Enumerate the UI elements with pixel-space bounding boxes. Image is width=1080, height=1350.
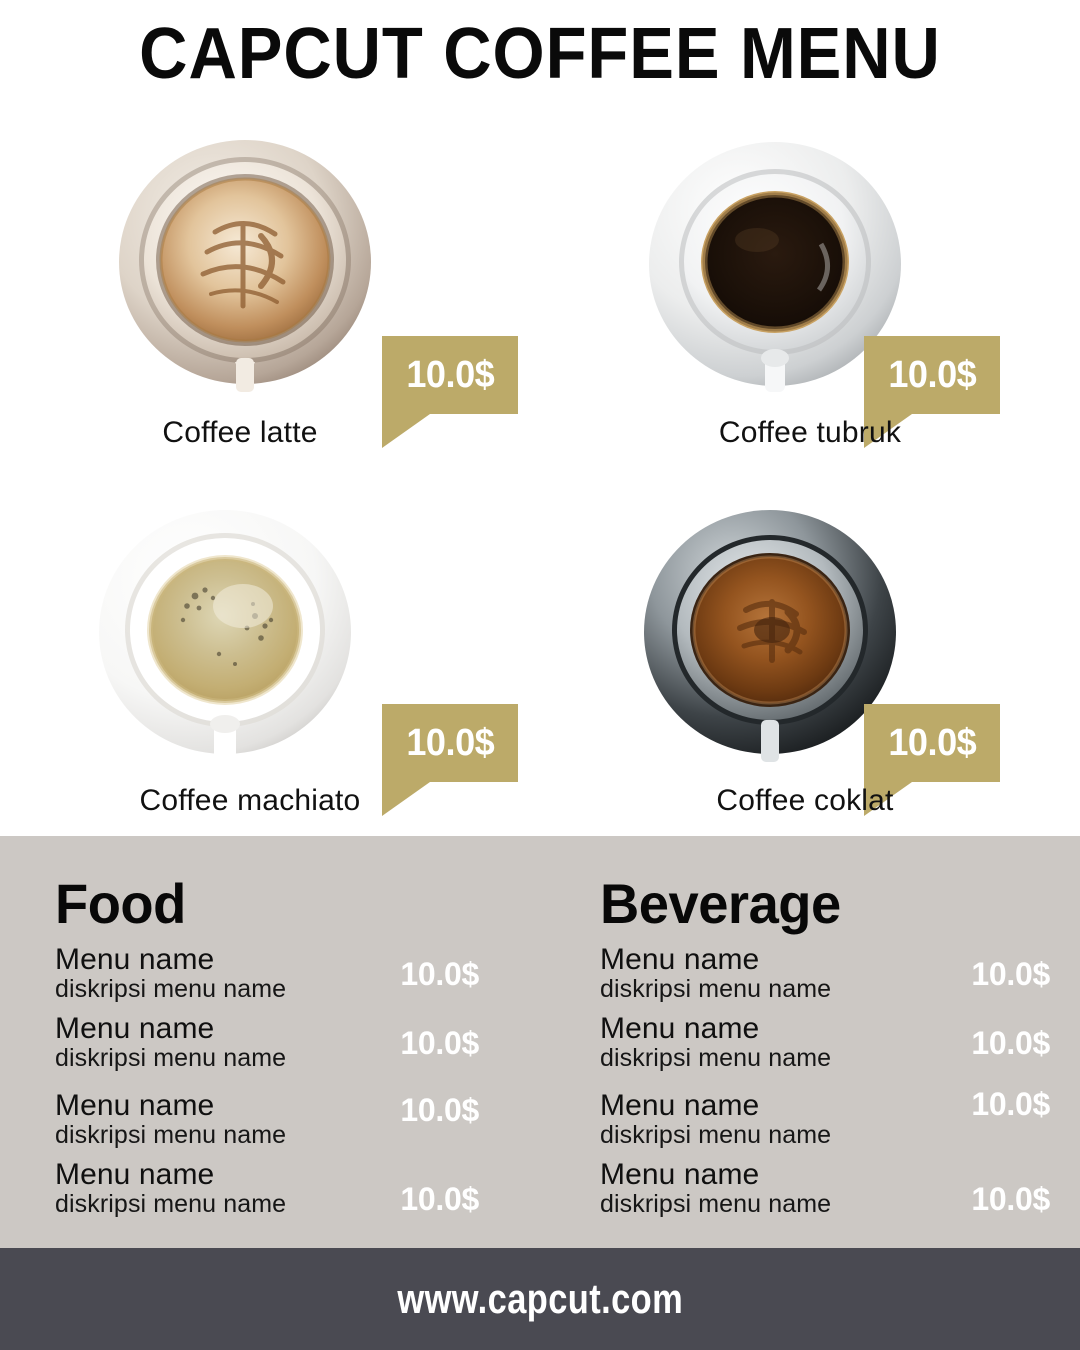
price-value: 10.0$ (888, 721, 976, 764)
coffee-card[interactable]: 10.0$ Coffee tubruk (540, 128, 1080, 478)
price-badge: 10.0$ (864, 704, 1000, 816)
menu-row-name: Menu name (55, 943, 215, 976)
menu-row-name: Menu name (600, 1089, 760, 1122)
coffee-item-label: Coffee latte (162, 416, 318, 449)
price-badge: 10.0$ (864, 336, 1000, 448)
menu-row-name: Menu name (600, 1158, 760, 1191)
section-title: Food (55, 872, 186, 935)
menu-row[interactable]: Menu name diskripsi menu name 10.0$ (600, 1086, 1060, 1159)
menu-row-description: diskripsi menu name (600, 1121, 832, 1150)
menu-row[interactable]: Menu name diskripsi menu name 10.0$ (600, 1012, 1060, 1082)
menu-row-name: Menu name (55, 1158, 215, 1191)
menu-row[interactable]: Menu name diskripsi menu name 10.0$ (55, 1012, 515, 1082)
cup-latte-top-view-icon (115, 136, 375, 398)
coffee-card[interactable]: 10.0$ Coffee machiato (0, 486, 540, 836)
menu-row[interactable]: Menu name diskripsi menu name 10.0$ (600, 943, 1060, 1013)
cup-chocolate-coffee-top-view-icon (640, 504, 900, 766)
price-value: 10.0$ (406, 721, 494, 764)
cup-black-coffee-top-view-icon (645, 136, 905, 398)
menu-row-price: 10.0$ (971, 1025, 1050, 1061)
menu-row-price: 10.0$ (971, 956, 1050, 992)
price-badge: 10.0$ (382, 704, 518, 816)
menu-row[interactable]: Menu name diskripsi menu name 10.0$ (55, 943, 515, 1013)
website-url[interactable]: www.capcut.com (397, 1275, 683, 1322)
coffee-item-label: Coffee machiato (139, 784, 361, 817)
menu-row[interactable]: Menu name diskripsi menu name 10.0$ (55, 1158, 515, 1228)
menu-section-beverage: Beverage Menu name diskripsi menu name 1… (600, 876, 1060, 1228)
menu-row-price: 10.0$ (971, 1086, 1050, 1122)
price-badge: 10.0$ (382, 336, 518, 448)
menu-row-price: 10.0$ (400, 1181, 479, 1217)
menu-row-name: Menu name (600, 1012, 760, 1045)
menu-row-description: diskripsi menu name (600, 1190, 832, 1219)
menu-row-description: diskripsi menu name (600, 975, 832, 1004)
price-value: 10.0$ (406, 353, 494, 396)
menu-row-name: Menu name (55, 1089, 215, 1122)
coffee-item-label: Coffee tubruk (718, 416, 902, 449)
coffee-item-label: Coffee coklat (716, 784, 894, 817)
menu-section-food: Food Menu name diskripsi menu name 10.0$… (55, 876, 515, 1228)
menu-row-name: Menu name (600, 943, 760, 976)
menu-row-price: 10.0$ (400, 1025, 479, 1061)
menu-row-name: Menu name (55, 1012, 215, 1045)
menu-row[interactable]: Menu name diskripsi menu name 10.0$ (600, 1158, 1060, 1228)
menu-row-description: diskripsi menu name (55, 975, 287, 1004)
menu-row[interactable]: Menu name diskripsi menu name 10.0$ (55, 1089, 515, 1159)
menu-row-description: diskripsi menu name (55, 1190, 287, 1219)
menu-row-description: diskripsi menu name (600, 1044, 832, 1073)
menu-list-panel: Food Menu name diskripsi menu name 10.0$… (0, 836, 1080, 1248)
price-value: 10.0$ (888, 353, 976, 396)
menu-row-price: 10.0$ (400, 1092, 479, 1128)
footer-bar: www.capcut.com (0, 1248, 1080, 1350)
menu-row-price: 10.0$ (971, 1181, 1050, 1217)
cup-machiato-top-view-icon (95, 504, 355, 766)
section-title: Beverage (600, 872, 841, 935)
coffee-item-grid: 10.0$ Coffee latte (0, 128, 1080, 828)
coffee-card[interactable]: 10.0$ Coffee coklat (540, 486, 1080, 836)
page-title: CAPCUT COFFEE MENU (139, 14, 941, 94)
menu-row-description: diskripsi menu name (55, 1044, 287, 1073)
menu-row-price: 10.0$ (400, 956, 479, 992)
menu-row-description: diskripsi menu name (55, 1121, 287, 1150)
coffee-card[interactable]: 10.0$ Coffee latte (0, 128, 540, 478)
